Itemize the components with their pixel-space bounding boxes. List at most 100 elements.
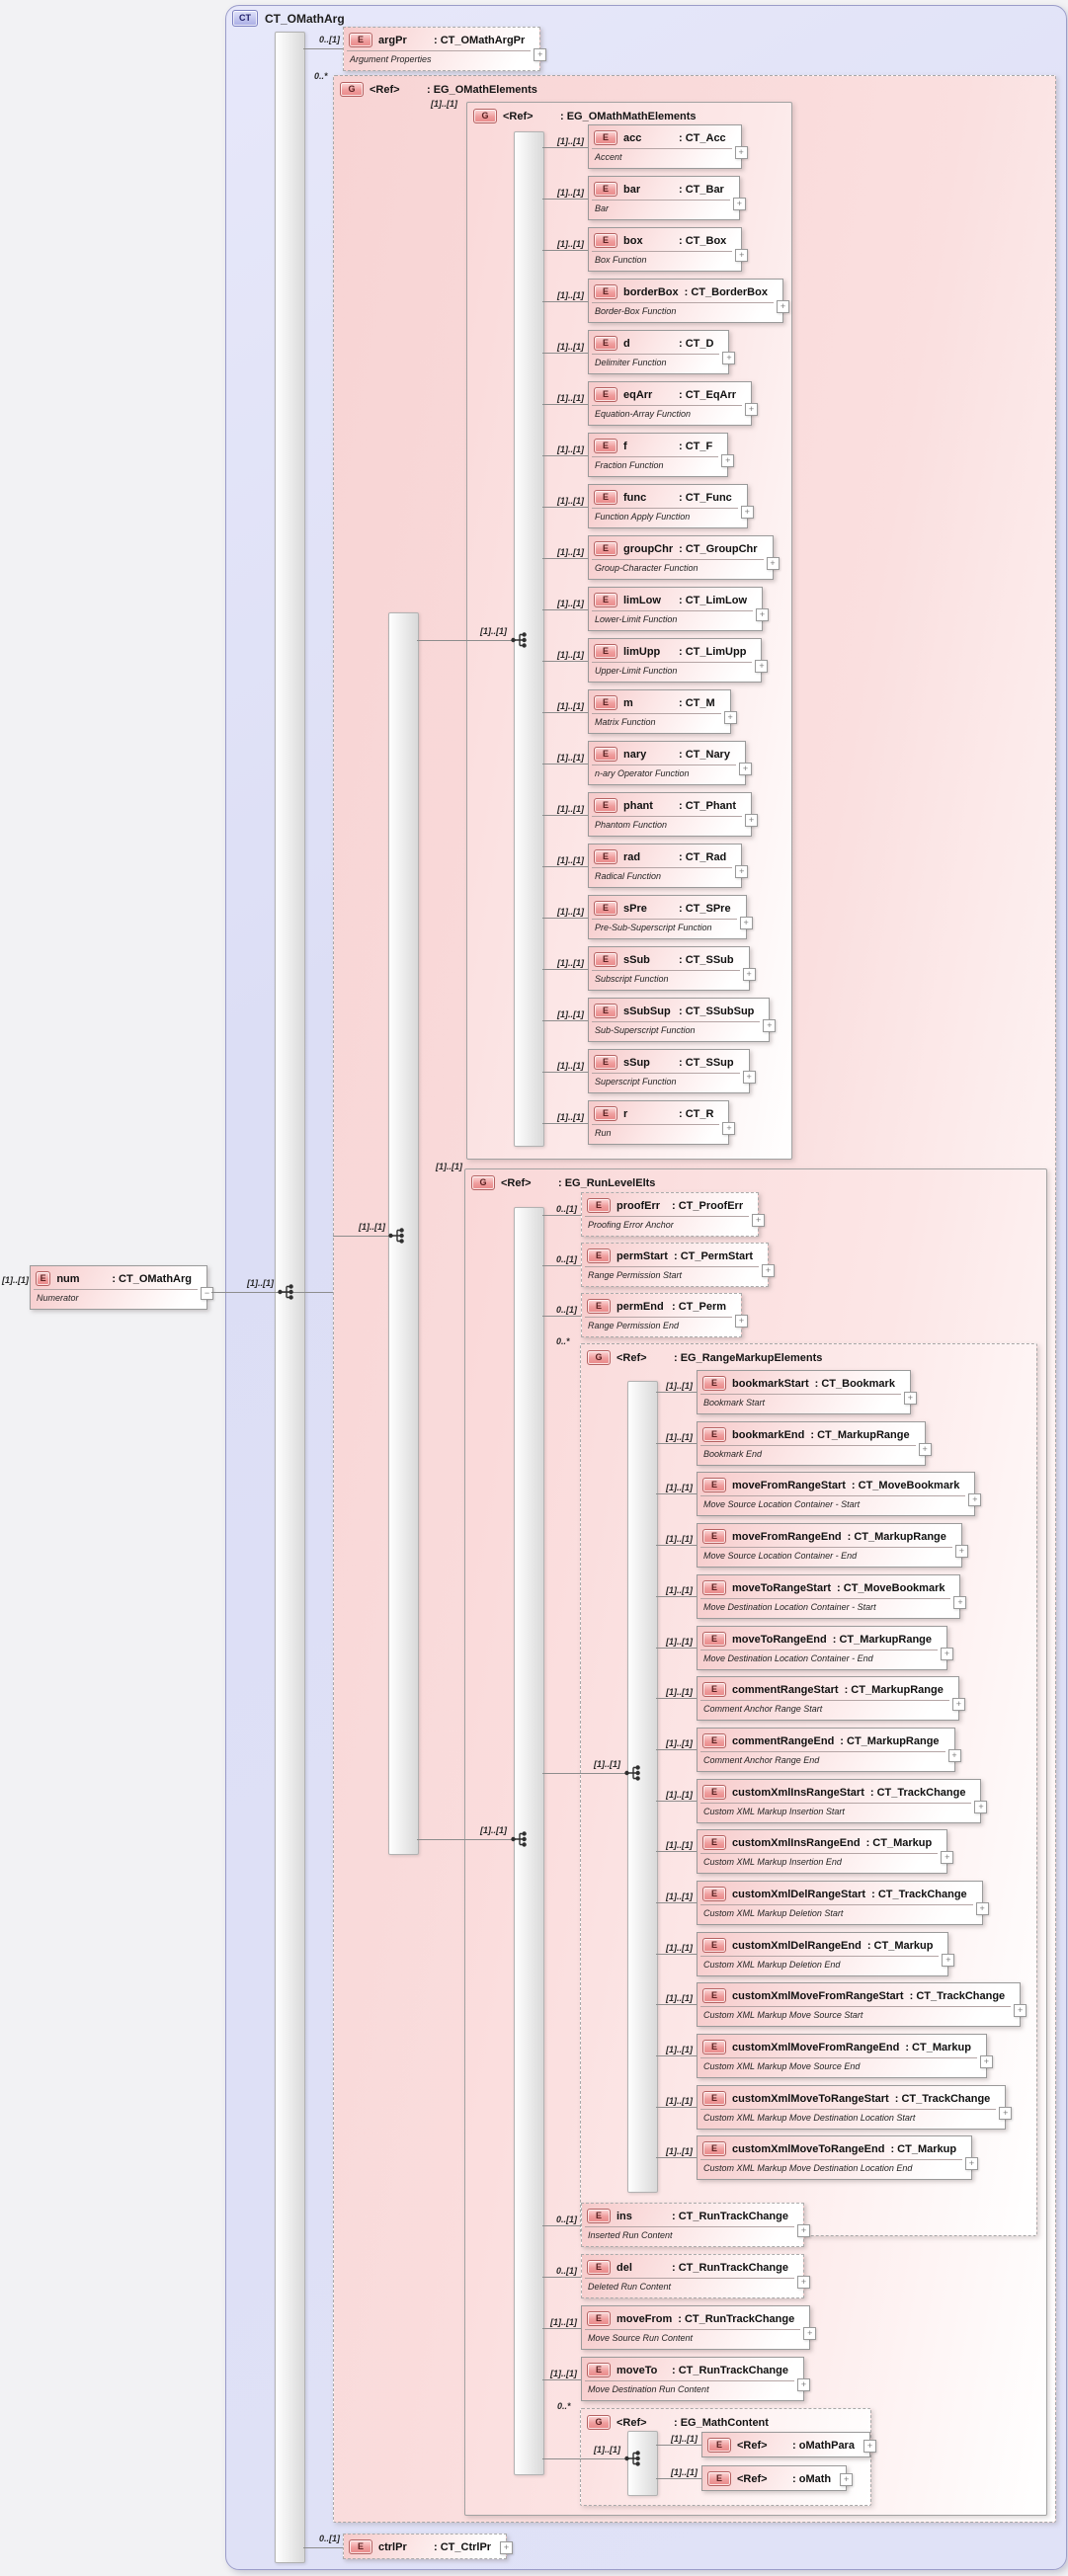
expand-icon[interactable]: + <box>742 968 756 981</box>
expand-icon[interactable]: + <box>763 1019 777 1032</box>
expand-icon[interactable]: + <box>534 48 547 61</box>
expand-icon[interactable]: + <box>999 2107 1013 2120</box>
expand-icon[interactable]: + <box>947 1749 961 1762</box>
element-annotation: Phantom Function <box>595 820 668 830</box>
element-annotation: Equation-Array Function <box>595 409 692 419</box>
expand-icon[interactable]: + <box>951 1698 965 1711</box>
expand-icon[interactable]: + <box>723 711 737 724</box>
expand-icon[interactable]: + <box>942 1954 955 1967</box>
expand-icon[interactable]: + <box>732 198 746 210</box>
expand-icon[interactable]: + <box>756 608 770 621</box>
expand-icon[interactable]: + <box>735 249 749 262</box>
expand-icon[interactable]: + <box>721 454 735 467</box>
expand-icon[interactable]: + <box>1014 2004 1027 2017</box>
expand-icon[interactable]: + <box>954 1545 968 1558</box>
expand-icon[interactable]: + <box>796 2378 810 2391</box>
expand-icon[interactable]: + <box>965 2157 979 2170</box>
element-mathcontent-omathpara[interactable]: E <Ref>: oMathPara + <box>701 2432 876 2457</box>
expand-icon[interactable]: + <box>500 2541 514 2554</box>
expand-icon[interactable]: + <box>722 352 736 364</box>
element-name: acc <box>623 131 642 144</box>
expand-icon[interactable]: + <box>742 1071 756 1084</box>
expand-icon[interactable]: + <box>903 1392 917 1405</box>
expand-icon[interactable]: + <box>735 1315 749 1328</box>
expand-icon[interactable]: + <box>974 1801 988 1813</box>
expand-icon[interactable]: + <box>975 1902 989 1915</box>
expand-icon[interactable]: + <box>766 557 780 570</box>
collapse-icon[interactable]: − <box>201 1287 213 1300</box>
expand-icon[interactable]: + <box>796 2276 810 2289</box>
expand-icon[interactable]: + <box>735 865 749 878</box>
expand-icon[interactable]: + <box>941 1851 954 1864</box>
expand-icon[interactable]: + <box>863 2440 876 2453</box>
expand-icon[interactable]: + <box>941 1648 954 1660</box>
expand-icon[interactable]: + <box>745 403 759 416</box>
expand-icon[interactable]: + <box>745 814 759 827</box>
expand-icon[interactable]: + <box>762 1264 776 1277</box>
expand-icon[interactable]: + <box>740 506 754 519</box>
expand-icon[interactable]: + <box>755 660 769 673</box>
expand-icon[interactable]: + <box>739 917 753 929</box>
element-mathcontent-omath[interactable]: E <Ref>: oMath + <box>701 2465 854 2491</box>
expand-icon[interactable]: + <box>953 1596 967 1609</box>
element-annotation: Custom XML Markup Insertion Start <box>703 1807 845 1816</box>
expand-icon[interactable]: + <box>752 1214 766 1227</box>
expand-icon[interactable]: + <box>722 1122 736 1135</box>
expand-icon[interactable]: + <box>738 763 752 775</box>
expand-icon[interactable]: + <box>968 1493 982 1506</box>
expand-icon[interactable]: + <box>796 2224 810 2237</box>
expand-icon[interactable]: + <box>979 2055 993 2068</box>
expand-icon[interactable]: + <box>840 2473 854 2486</box>
expand-icon[interactable]: + <box>734 146 748 159</box>
expand-icon[interactable]: + <box>776 300 789 313</box>
expand-icon[interactable]: + <box>918 1443 932 1456</box>
expand-icon[interactable]: + <box>803 2327 817 2340</box>
